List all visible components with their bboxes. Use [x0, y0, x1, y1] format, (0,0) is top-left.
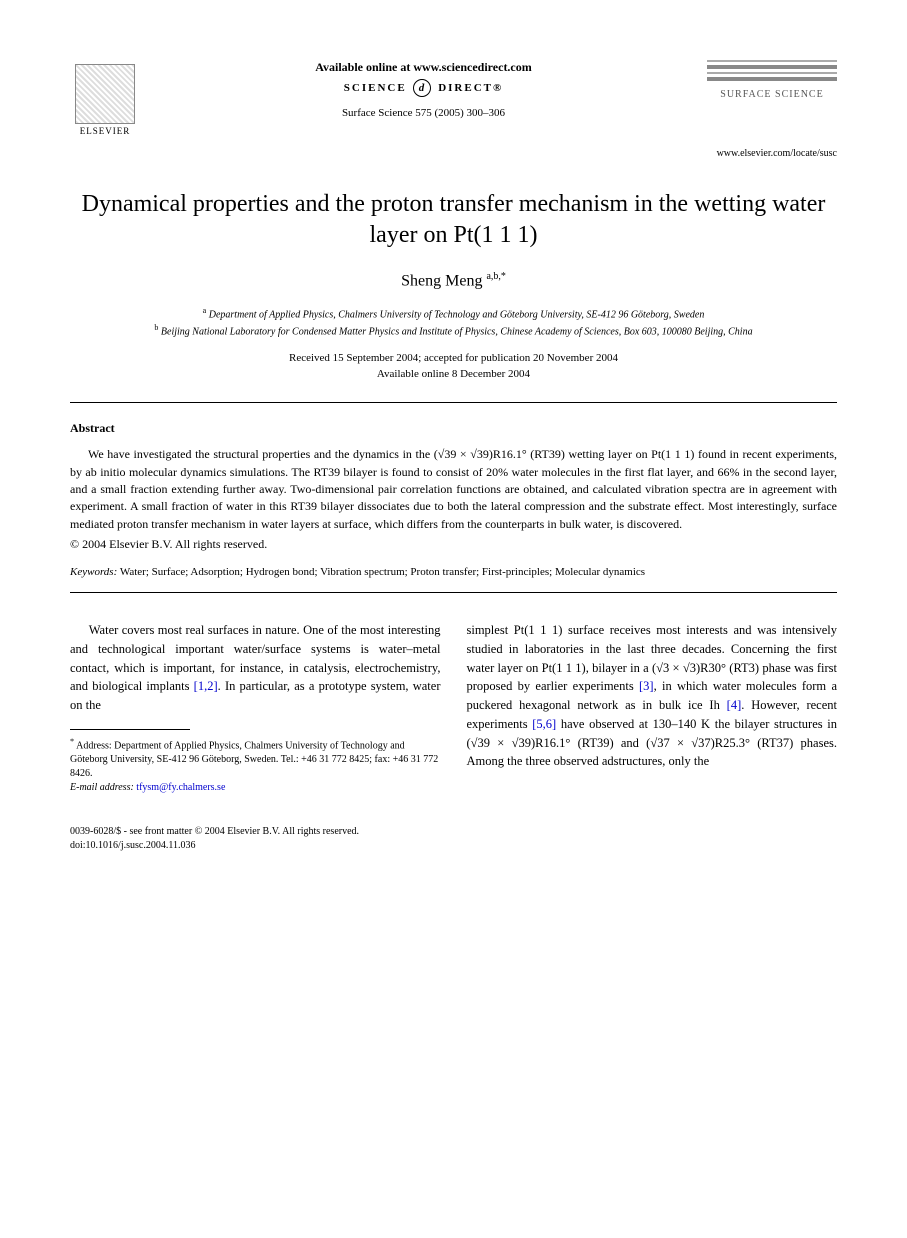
column-left: Water covers most real surfaces in natur… — [70, 621, 441, 795]
science-direct-logo: SCIENCE d DIRECT® — [160, 79, 687, 97]
abstract-body: We have investigated the structural prop… — [70, 446, 837, 533]
affiliations: a Department of Applied Physics, Chalmer… — [70, 305, 837, 340]
journal-reference: Surface Science 575 (2005) 300–306 — [160, 107, 687, 119]
email-link[interactable]: tfysm@fy.chalmers.se — [136, 782, 225, 793]
keywords-label: Keywords: — [70, 566, 117, 578]
corresponding-footnote: * Address: Department of Applied Physics… — [70, 736, 441, 795]
locate-url[interactable]: www.elsevier.com/locate/susc — [70, 148, 837, 159]
available-online-text: Available online at www.sciencedirect.co… — [160, 60, 687, 75]
footnote-separator — [70, 729, 190, 730]
divider-bottom — [70, 592, 837, 593]
keywords: Keywords: Water; Surface; Adsorption; Hy… — [70, 566, 837, 578]
body-para-1: Water covers most real surfaces in natur… — [70, 621, 441, 715]
online-date: Available online 8 December 2004 — [70, 367, 837, 382]
journal-bars-icon — [707, 60, 837, 81]
ref-link-3[interactable]: [3] — [639, 679, 654, 693]
sd-left: SCIENCE — [344, 82, 407, 94]
ref-link-5-6[interactable]: [5,6] — [532, 717, 556, 731]
header-row: ELSEVIER Available online at www.science… — [70, 60, 837, 140]
column-right: simplest Pt(1 1 1) surface receives most… — [467, 621, 838, 795]
abstract-copyright: © 2004 Elsevier B.V. All rights reserved… — [70, 537, 837, 552]
keywords-list: Water; Surface; Adsorption; Hydrogen bon… — [120, 566, 645, 578]
publication-dates: Received 15 September 2004; accepted for… — [70, 351, 837, 382]
footnote-mark: * — [70, 737, 74, 746]
affiliation-b-text: Beijing National Laboratory for Condense… — [161, 326, 753, 337]
sd-right: DIRECT® — [438, 82, 503, 94]
author-name: Sheng Meng — [401, 273, 482, 290]
elsevier-tree-icon — [75, 64, 135, 124]
center-header: Available online at www.sciencedirect.co… — [140, 60, 707, 119]
affiliation-a: a Department of Applied Physics, Chalmer… — [70, 305, 837, 322]
authors: Sheng Meng a,b,* — [70, 271, 837, 290]
footnote-text: Address: Department of Applied Physics, … — [70, 740, 438, 779]
sd-at-icon: d — [413, 79, 431, 97]
journal-logo: SURFACE SCIENCE — [707, 60, 837, 100]
footer-doi: doi:10.1016/j.susc.2004.11.036 — [70, 839, 837, 853]
journal-name: SURFACE SCIENCE — [707, 89, 837, 100]
received-date: Received 15 September 2004; accepted for… — [70, 351, 837, 366]
body-para-2: simplest Pt(1 1 1) surface receives most… — [467, 621, 838, 771]
email-label: E-mail address: — [70, 782, 134, 793]
abstract-heading: Abstract — [70, 421, 837, 436]
publisher-name: ELSEVIER — [80, 126, 131, 136]
divider-top — [70, 402, 837, 403]
body-columns: Water covers most real surfaces in natur… — [70, 621, 837, 795]
article-title: Dynamical properties and the proton tran… — [70, 189, 837, 251]
affiliation-b: b Beijing National Laboratory for Conden… — [70, 322, 837, 339]
ref-link-4[interactable]: [4] — [727, 698, 742, 712]
publisher-logo: ELSEVIER — [70, 60, 140, 140]
footer: 0039-6028/$ - see front matter © 2004 El… — [70, 825, 837, 853]
footer-copyright: 0039-6028/$ - see front matter © 2004 El… — [70, 825, 837, 839]
affiliation-a-text: Department of Applied Physics, Chalmers … — [209, 309, 705, 320]
author-marks: a,b,* — [486, 271, 505, 282]
ref-link-1-2[interactable]: [1,2] — [194, 679, 218, 693]
